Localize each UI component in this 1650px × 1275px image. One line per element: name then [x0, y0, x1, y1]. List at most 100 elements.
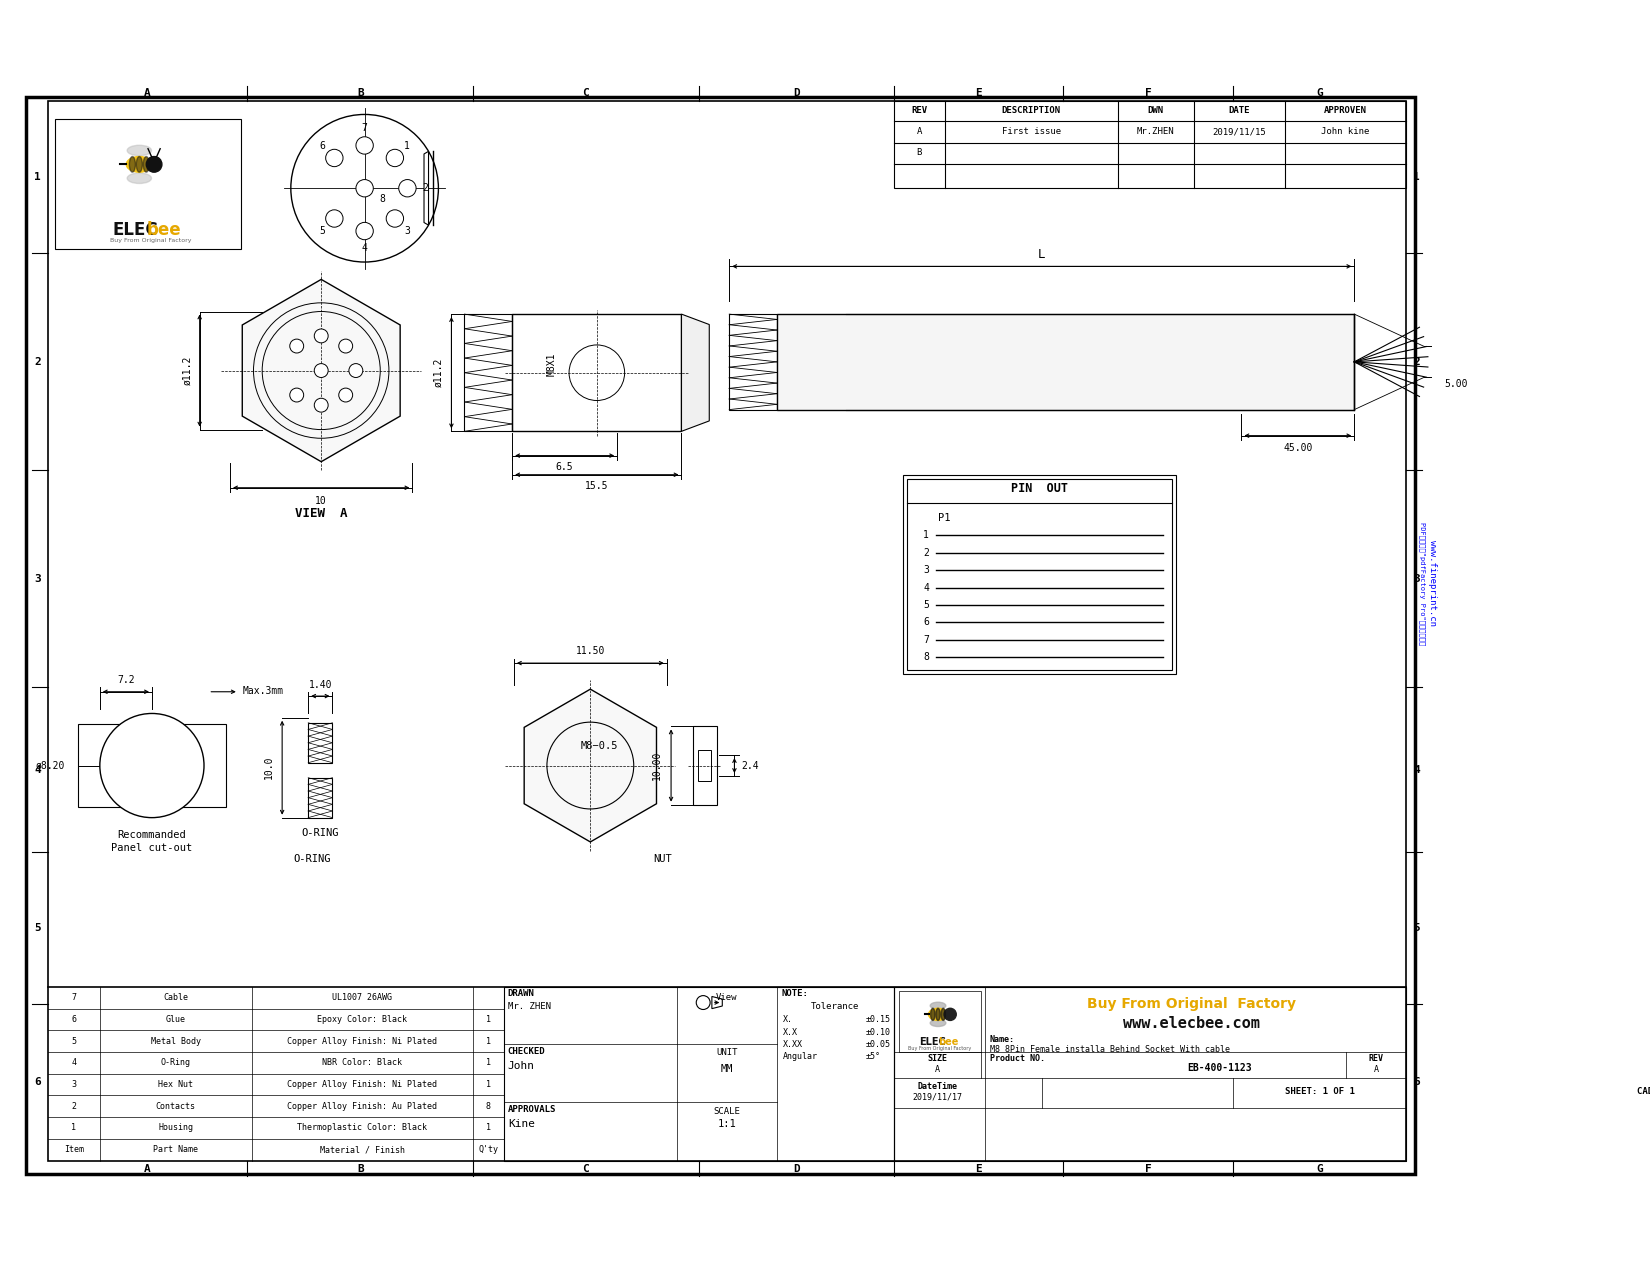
Text: SHEET: 1 OF 1: SHEET: 1 OF 1: [1285, 1086, 1355, 1095]
Text: 6: 6: [318, 140, 325, 150]
Text: bee: bee: [147, 221, 182, 238]
Ellipse shape: [931, 1002, 945, 1009]
Text: O-RING: O-RING: [294, 854, 330, 864]
Text: P1: P1: [937, 513, 950, 523]
Text: Contacts: Contacts: [155, 1102, 196, 1111]
Text: 4: 4: [922, 583, 929, 593]
Text: G: G: [1317, 1164, 1323, 1174]
Text: Glue: Glue: [165, 1015, 186, 1024]
Bar: [54, 119, 241, 249]
Text: O-RING: O-RING: [302, 829, 340, 838]
Text: Max.3mm: Max.3mm: [243, 686, 284, 696]
Text: 7.2: 7.2: [117, 676, 135, 686]
Text: 5.00: 5.00: [1444, 380, 1467, 389]
Text: 1: 1: [404, 140, 411, 150]
Circle shape: [325, 149, 343, 167]
Text: 8: 8: [485, 1102, 490, 1111]
Bar: [464, 314, 512, 431]
Circle shape: [314, 329, 328, 343]
Circle shape: [338, 339, 353, 353]
Text: 5: 5: [71, 1037, 76, 1045]
Text: First issue: First issue: [1002, 128, 1061, 136]
Text: Buy From Original Factory: Buy From Original Factory: [111, 238, 191, 242]
Text: Buy From Original Factory: Buy From Original Factory: [908, 1046, 972, 1051]
Circle shape: [290, 339, 304, 353]
Text: M8−0.5: M8−0.5: [581, 742, 617, 751]
Circle shape: [944, 1009, 957, 1020]
Text: Housing: Housing: [158, 1123, 193, 1132]
Text: 1: 1: [1414, 172, 1421, 182]
Text: 4: 4: [71, 1058, 76, 1067]
Text: Recommanded: Recommanded: [117, 830, 186, 840]
Polygon shape: [777, 314, 1355, 409]
Text: ø11.2: ø11.2: [434, 358, 444, 388]
Text: ø8.20: ø8.20: [36, 761, 64, 770]
Text: A: A: [936, 1065, 940, 1074]
Text: 2.4: 2.4: [741, 761, 759, 770]
Text: ±5°: ±5°: [866, 1052, 881, 1061]
Text: REV: REV: [911, 107, 927, 116]
Polygon shape: [243, 279, 401, 462]
Text: O-Ring: O-Ring: [160, 1058, 191, 1067]
Bar: [693, 727, 718, 805]
Text: Kine: Kine: [508, 1119, 535, 1130]
Text: 1: 1: [485, 1123, 490, 1132]
Text: A: A: [917, 128, 922, 136]
Text: 7: 7: [922, 635, 929, 645]
Text: NUT: NUT: [653, 854, 672, 864]
Text: 5: 5: [922, 601, 929, 609]
Text: E: E: [975, 88, 982, 98]
Text: Hex Nut: Hex Nut: [158, 1080, 193, 1089]
Text: X.X: X.X: [784, 1028, 799, 1037]
Text: NOTE:: NOTE:: [782, 989, 808, 998]
Bar: [698, 750, 711, 782]
Text: Angular: Angular: [784, 1052, 818, 1061]
Circle shape: [386, 210, 404, 227]
Text: 5: 5: [35, 923, 41, 933]
Text: Epoxy Color: Black: Epoxy Color: Black: [317, 1015, 408, 1024]
Text: D: D: [794, 88, 800, 98]
Circle shape: [356, 136, 373, 154]
Text: 1: 1: [71, 1123, 76, 1132]
Text: Mr.ZHEN: Mr.ZHEN: [1137, 128, 1175, 136]
Circle shape: [399, 180, 416, 196]
Text: Q'ty: Q'ty: [478, 1145, 498, 1154]
Text: 5: 5: [318, 226, 325, 236]
Text: 1: 1: [35, 172, 41, 182]
Text: 3: 3: [922, 565, 929, 575]
Text: 7: 7: [71, 993, 76, 1002]
Text: EB-400-1123: EB-400-1123: [1188, 1062, 1252, 1072]
Text: 3: 3: [1414, 574, 1421, 584]
Bar: [309, 723, 333, 762]
Text: 6: 6: [1414, 1077, 1421, 1088]
Text: PIN  OUT: PIN OUT: [1011, 482, 1068, 495]
Text: 3: 3: [71, 1080, 76, 1089]
Text: 1: 1: [485, 1015, 490, 1024]
Polygon shape: [424, 152, 429, 226]
Ellipse shape: [936, 1009, 940, 1020]
Text: M8 8Pin Female installa Behind Socket With cable: M8 8Pin Female installa Behind Socket Wi…: [990, 1046, 1229, 1054]
Text: B: B: [356, 88, 363, 98]
Circle shape: [356, 222, 373, 240]
Text: www.elecbee.com: www.elecbee.com: [1122, 1016, 1259, 1031]
Circle shape: [348, 363, 363, 377]
Text: 15.5: 15.5: [586, 481, 609, 491]
Bar: [908, 479, 1172, 671]
Text: 3: 3: [35, 574, 41, 584]
Text: UL1007 26AWG: UL1007 26AWG: [332, 993, 393, 1002]
Text: REV: REV: [1368, 1054, 1383, 1063]
Bar: [899, 991, 982, 1052]
Text: C: C: [582, 88, 589, 98]
Circle shape: [338, 388, 353, 402]
Text: 1:1: 1:1: [718, 1119, 736, 1130]
Text: 1.40: 1.40: [309, 680, 332, 690]
Text: Copper Alloy Finish: Ni Plated: Copper Alloy Finish: Ni Plated: [287, 1080, 437, 1089]
Text: B: B: [356, 1164, 363, 1174]
Text: Cable: Cable: [163, 993, 188, 1002]
Text: 2019/11/15: 2019/11/15: [1213, 128, 1266, 136]
Text: Copper Alloy Finish: Ni Plated: Copper Alloy Finish: Ni Plated: [287, 1037, 437, 1045]
Text: CHECKED: CHECKED: [508, 1047, 546, 1056]
Ellipse shape: [931, 1020, 945, 1026]
Bar: [512, 314, 681, 431]
Text: Material / Finish: Material / Finish: [320, 1145, 404, 1154]
